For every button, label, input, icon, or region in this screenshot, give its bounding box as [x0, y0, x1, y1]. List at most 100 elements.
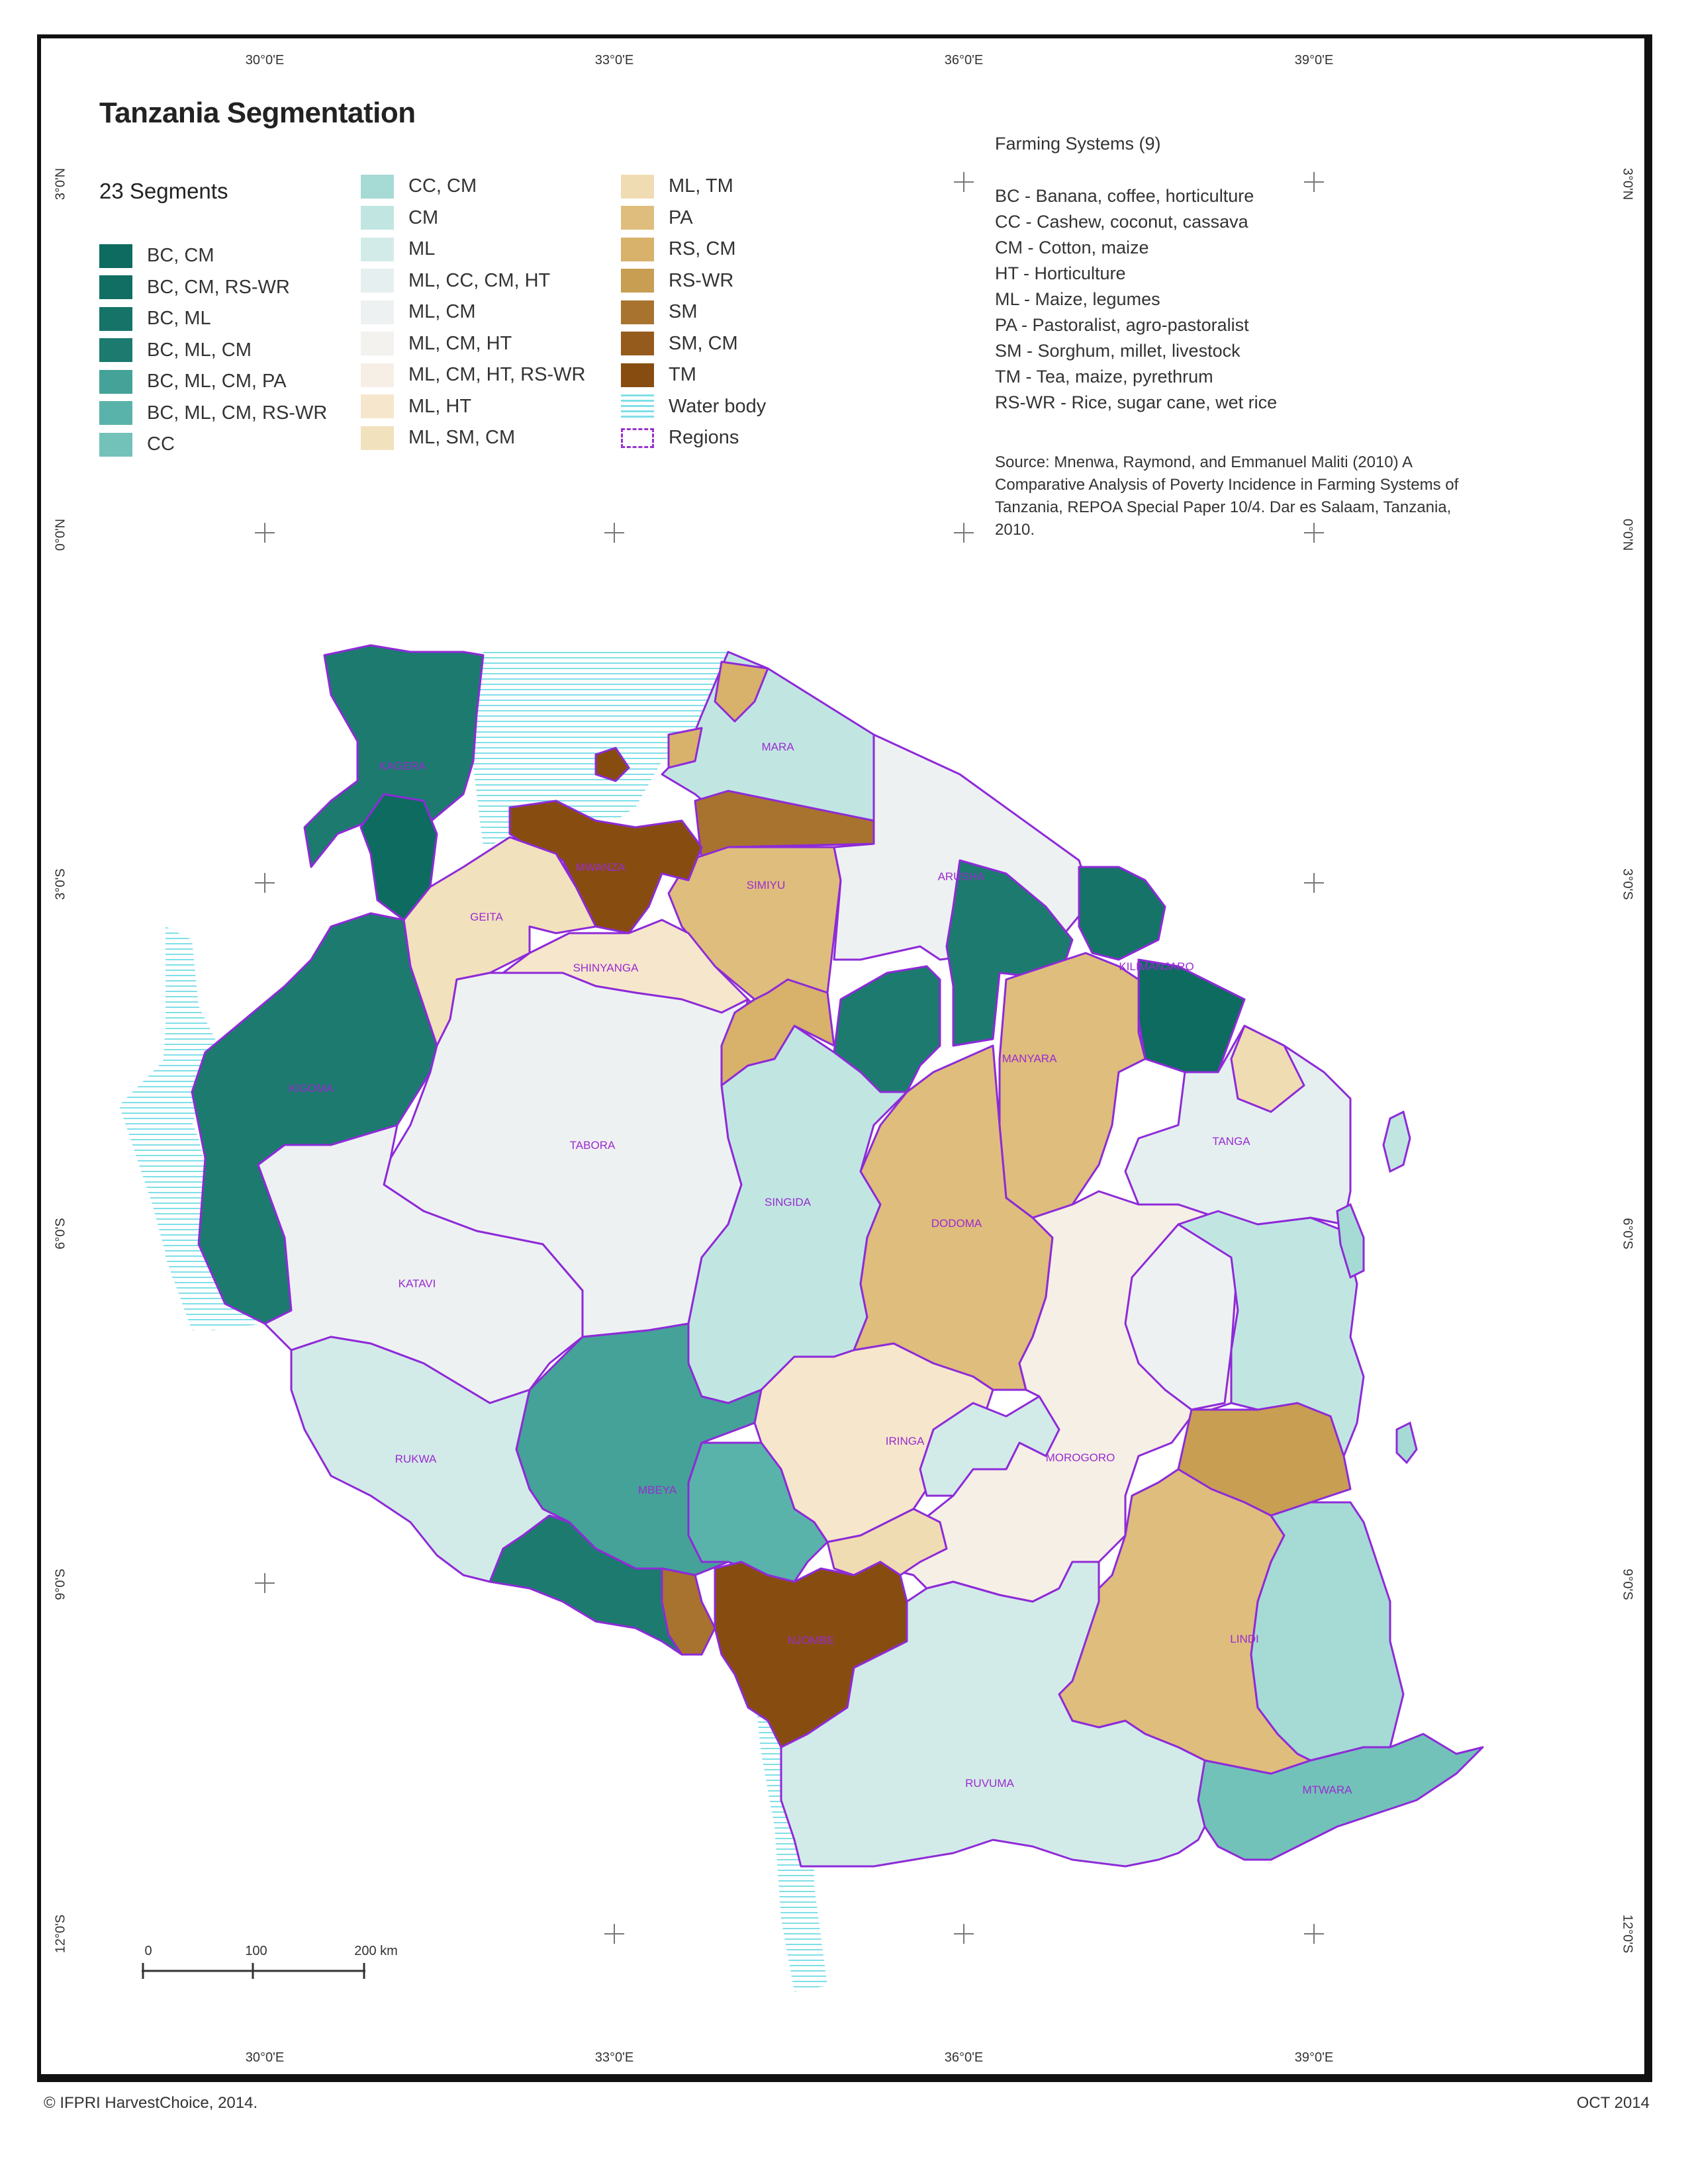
region-mara-rs-cm	[714, 660, 769, 723]
legend-label: CM	[408, 206, 439, 228]
farming-system-item: RS-WR - Rice, sugar cane, wet rice	[995, 392, 1278, 412]
region-label: MTWARA	[1303, 1784, 1353, 1796]
region-label: GEITA	[470, 911, 503, 923]
region-mara-rs-cm-2	[667, 727, 703, 769]
islands	[594, 747, 1418, 1465]
farming-system-item: ML - Maize, legumes	[995, 289, 1160, 309]
region-singida-rs-cm	[720, 978, 835, 1087]
legend-swatch	[621, 237, 654, 261]
region-iringa-ml	[919, 1395, 1060, 1497]
map-title: Tanzania Segmentation	[99, 97, 416, 129]
region-label: ARUSHA	[938, 870, 986, 883]
legend-item: BC, ML, CM, PA	[99, 366, 327, 398]
lon-label-36e-top: 36°0'E	[944, 53, 984, 68]
island-lake-victoria	[594, 747, 630, 782]
legend-item: BC, ML, CM, RS-WR	[99, 398, 327, 430]
legend-item: ML	[361, 234, 585, 265]
lon-label-36e-bottom: 36°0'E	[944, 2050, 984, 2065]
region-mtwara	[1197, 1733, 1484, 1861]
legend-swatch	[361, 426, 394, 450]
source-citation: Source: Mnenwa, Raymond, and Emmanuel Ma…	[995, 453, 1459, 539]
legend-swatch	[621, 206, 654, 230]
legend-column-1: BC, CM BC, CM, RS-WR BC, ML BC, ML, CM B…	[99, 240, 327, 461]
legend-label: BC, ML, CM	[147, 339, 252, 361]
region-label: LINDI	[1230, 1633, 1258, 1645]
farming-systems-heading: Farming Systems (9)	[995, 134, 1161, 154]
legend-item: ML, CM, HT	[361, 328, 585, 360]
region-tanga-ml-tm	[1230, 1024, 1305, 1113]
legend-item: SM, CM	[621, 328, 766, 360]
legend-swatch	[361, 300, 394, 324]
legend-swatch	[621, 269, 654, 293]
legend-label: BC, CM	[147, 245, 214, 267]
lon-label-33e-bottom: 33°0'E	[594, 2050, 634, 2065]
island-mafia	[1395, 1421, 1418, 1465]
legend-item: RS, CM	[621, 234, 766, 265]
legend-item: ML, CM, HT, RS-WR	[361, 359, 585, 391]
legend-label: TM	[669, 364, 696, 386]
legend-swatch	[361, 332, 394, 356]
farming-system-item: CM - Cotton, maize	[995, 238, 1149, 257]
region-label: MARA	[761, 741, 794, 753]
legend-item: ML, HT	[361, 391, 585, 423]
region-njombe-sm	[661, 1567, 716, 1656]
legend-swatch	[361, 206, 394, 230]
farming-system-item: PA - Pastoralist, agro-pastoralist	[995, 315, 1249, 335]
legend-label: ML	[408, 238, 436, 260]
legend-label: Water body	[669, 395, 767, 417]
region-label: SHINYANGA	[573, 962, 639, 974]
farming-system-item: SM - Sorghum, millet, livestock	[995, 341, 1241, 361]
legend-item: Regions	[621, 422, 766, 454]
legend-label: ML, CM	[408, 301, 476, 323]
legend-swatch	[361, 269, 394, 293]
legend-label: BC, ML	[147, 308, 211, 330]
legend-swatch	[361, 363, 394, 387]
scale-label-0: 0	[144, 1944, 152, 1958]
legend-item: BC, CM	[99, 240, 327, 272]
region-label: MANYARA	[1002, 1052, 1057, 1065]
region-label: KATAVI	[399, 1277, 436, 1290]
farming-system-item: TM - Tea, maize, pyrethrum	[995, 367, 1213, 387]
legend-label: ML, HT	[408, 395, 472, 417]
region-label: SIMIYU	[747, 879, 786, 891]
legend-swatch	[361, 174, 394, 199]
lon-label-30e-top: 30°0'E	[245, 53, 285, 68]
region-label: KILIMANJARO	[1119, 960, 1194, 973]
legend-item: TM	[621, 359, 766, 391]
legend-swatch	[99, 338, 132, 363]
legend-label: BC, ML, CM, RS-WR	[147, 402, 328, 424]
legend-label: ML, CC, CM, HT	[408, 269, 551, 291]
legend-label: ML, CM, HT, RS-WR	[408, 364, 586, 386]
legend-label: ML, TM	[669, 175, 733, 197]
farming-system-item: CC - Cashew, coconut, cassava	[995, 212, 1248, 232]
legend-label: ML, CM, HT	[408, 332, 512, 354]
legend-item: ML, SM, CM	[361, 422, 585, 454]
region-outline-icon	[621, 428, 654, 448]
legend-label: CC, CM	[408, 175, 477, 197]
legend-swatch	[621, 174, 654, 199]
farming-system-item: HT - Horticulture	[995, 263, 1126, 283]
region-labels: KAGERA MARA MWANZA SIMIYU GEITA SHINYANG…	[289, 741, 1352, 1796]
region-label: KIGOMA	[289, 1082, 334, 1095]
legend-label: SM, CM	[669, 332, 738, 354]
legend-item: CC, CM	[361, 171, 585, 203]
lon-label-39e-top: 39°0'E	[1294, 53, 1334, 68]
region-label: MWANZA	[576, 861, 626, 874]
segments-count: 23 Segments	[99, 179, 228, 203]
region-label: TABORA	[570, 1139, 616, 1152]
legend-label: BC, CM, RS-WR	[147, 276, 290, 298]
scale-label-200: 200 km	[354, 1944, 398, 1958]
legend-item: CM	[361, 203, 585, 234]
legend-item: ML, CC, CM, HT	[361, 265, 585, 297]
region-label: RUVUMA	[965, 1777, 1014, 1790]
farming-system-item: BC - Banana, coffee, horticulture	[995, 186, 1254, 206]
region-label: IRINGA	[886, 1435, 925, 1447]
lon-label-30e-bottom: 30°0'E	[245, 2050, 285, 2065]
legend-swatch	[621, 300, 654, 324]
legend-item: CC	[99, 429, 327, 461]
region-coast	[1177, 1210, 1365, 1457]
legend-label: SM	[669, 301, 698, 323]
legend-item: BC, ML, CM	[99, 335, 327, 367]
region-label: MBEYA	[638, 1484, 677, 1496]
